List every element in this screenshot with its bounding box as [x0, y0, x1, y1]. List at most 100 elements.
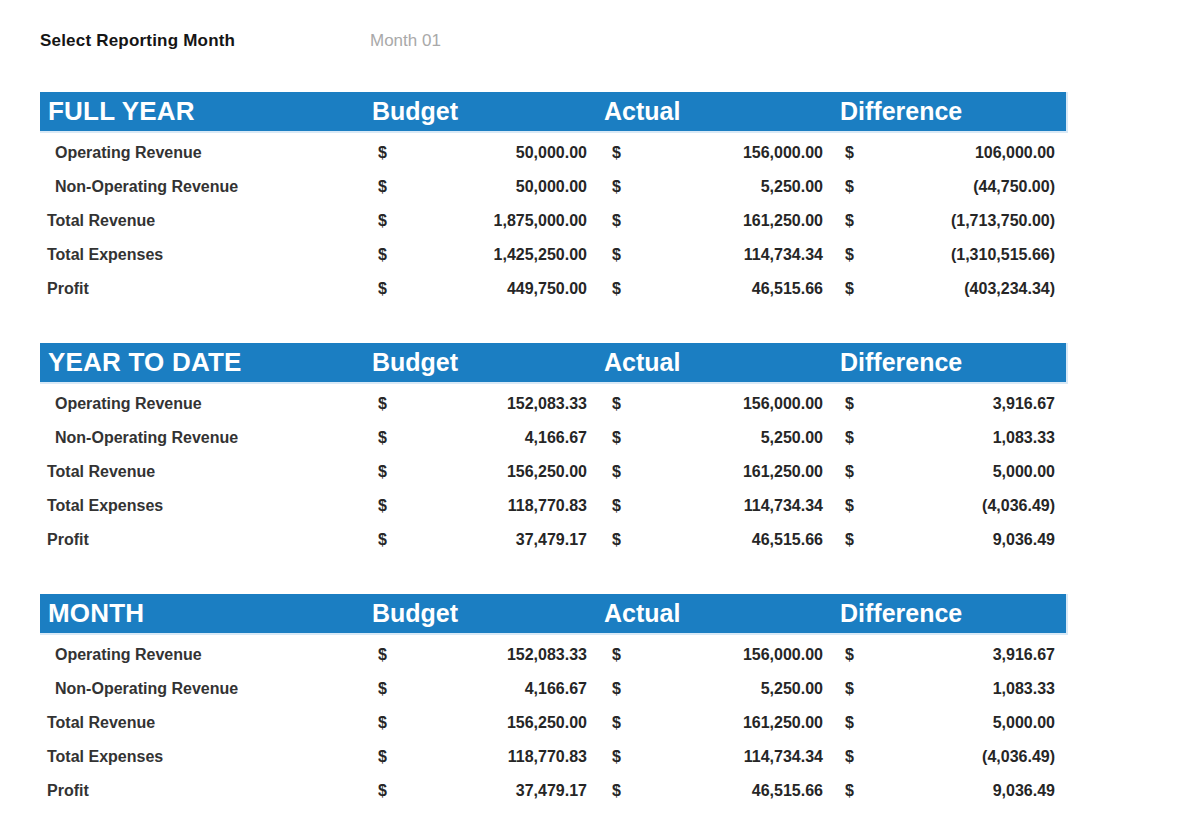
currency-symbol: $	[378, 144, 387, 162]
currency-symbol: $	[612, 782, 621, 800]
row-label: Non-Operating Revenue	[40, 680, 368, 698]
currency-symbol: $	[378, 178, 387, 196]
reporting-month-label: Select Reporting Month	[40, 31, 370, 51]
actual-value: 114,734.34	[744, 748, 823, 766]
row-label: Profit	[40, 280, 368, 298]
budget-cell: $4,166.67	[368, 429, 600, 447]
currency-symbol: $	[612, 212, 621, 230]
table-title: MONTH	[40, 598, 368, 629]
actual-cell: $46,515.66	[600, 531, 836, 549]
row-label: Operating Revenue	[40, 144, 368, 162]
budget-value: 37,479.17	[516, 531, 587, 549]
actual-value: 5,250.00	[761, 680, 823, 698]
difference-cell: $(1,310,515.66)	[836, 246, 1068, 264]
row-label: Total Expenses	[40, 246, 368, 264]
row-label: Total Revenue	[40, 212, 368, 230]
row-label: Operating Revenue	[40, 646, 368, 664]
actual-cell: $5,250.00	[600, 178, 836, 196]
column-header-budget: Budget	[368, 599, 600, 628]
table-row: Total Expenses $1,425,250.00 $114,734.34…	[40, 238, 1068, 272]
difference-cell: $(1,713,750.00)	[836, 212, 1068, 230]
currency-symbol: $	[612, 531, 621, 549]
column-header-difference: Difference	[836, 97, 1066, 126]
budget-cell: $50,000.00	[368, 178, 600, 196]
budget-cell: $37,479.17	[368, 782, 600, 800]
month-body: Operating Revenue $152,083.33 $156,000.0…	[40, 635, 1068, 808]
actual-cell: $46,515.66	[600, 782, 836, 800]
budget-cell: $152,083.33	[368, 646, 600, 664]
currency-symbol: $	[378, 714, 387, 732]
actual-cell: $114,734.34	[600, 246, 836, 264]
table-row: Total Revenue $156,250.00 $161,250.00 $5…	[40, 706, 1068, 740]
budget-cell: $449,750.00	[368, 280, 600, 298]
currency-symbol: $	[378, 395, 387, 413]
full-year-header: FULL YEAR Budget Actual Difference	[40, 92, 1068, 133]
table-row: Operating Revenue $50,000.00 $156,000.00…	[40, 136, 1068, 170]
difference-value: 5,000.00	[993, 463, 1055, 481]
table-row: Total Expenses $118,770.83 $114,734.34 $…	[40, 740, 1068, 774]
difference-value: (403,234.34)	[964, 280, 1055, 298]
table-title: YEAR TO DATE	[40, 347, 368, 378]
currency-symbol: $	[378, 212, 387, 230]
budget-cell: $118,770.83	[368, 497, 600, 515]
actual-value: 156,000.00	[743, 144, 823, 162]
currency-symbol: $	[845, 463, 854, 481]
budget-value: 1,425,250.00	[494, 246, 587, 264]
row-label: Total Expenses	[40, 748, 368, 766]
actual-cell: $161,250.00	[600, 714, 836, 732]
currency-symbol: $	[845, 497, 854, 515]
budget-cell: $1,425,250.00	[368, 246, 600, 264]
row-label: Profit	[40, 782, 368, 800]
difference-value: (44,750.00)	[973, 178, 1055, 196]
difference-cell: $1,083.33	[836, 429, 1068, 447]
difference-value: 9,036.49	[993, 531, 1055, 549]
row-label: Profit	[40, 531, 368, 549]
currency-symbol: $	[845, 714, 854, 732]
difference-value: 3,916.67	[993, 395, 1055, 413]
budget-cell: $37,479.17	[368, 531, 600, 549]
reporting-month-row: Select Reporting Month Month 01	[40, 30, 1108, 52]
difference-value: 3,916.67	[993, 646, 1055, 664]
actual-cell: $114,734.34	[600, 497, 836, 515]
full-year-table: FULL YEAR Budget Actual Difference Opera…	[40, 92, 1068, 306]
actual-value: 156,000.00	[743, 646, 823, 664]
currency-symbol: $	[378, 280, 387, 298]
difference-value: 9,036.49	[993, 782, 1055, 800]
row-label: Total Expenses	[40, 497, 368, 515]
budget-value: 4,166.67	[525, 429, 587, 447]
budget-value: 449,750.00	[507, 280, 587, 298]
currency-symbol: $	[612, 280, 621, 298]
currency-symbol: $	[378, 748, 387, 766]
currency-symbol: $	[845, 748, 854, 766]
currency-symbol: $	[845, 680, 854, 698]
difference-value: 1,083.33	[993, 680, 1055, 698]
difference-cell: $(403,234.34)	[836, 280, 1068, 298]
actual-cell: $156,000.00	[600, 646, 836, 664]
table-row: Total Revenue $156,250.00 $161,250.00 $5…	[40, 455, 1068, 489]
currency-symbol: $	[612, 497, 621, 515]
actual-value: 46,515.66	[752, 782, 823, 800]
report-sheet: Select Reporting Month Month 01 FULL YEA…	[0, 0, 1108, 808]
budget-cell: $156,250.00	[368, 463, 600, 481]
column-header-difference: Difference	[836, 348, 1066, 377]
difference-cell: $106,000.00	[836, 144, 1068, 162]
currency-symbol: $	[612, 680, 621, 698]
actual-value: 114,734.34	[744, 246, 823, 264]
currency-symbol: $	[845, 395, 854, 413]
actual-cell: $161,250.00	[600, 463, 836, 481]
budget-value: 50,000.00	[516, 178, 587, 196]
actual-value: 161,250.00	[743, 463, 823, 481]
actual-cell: $46,515.66	[600, 280, 836, 298]
table-row: Total Expenses $118,770.83 $114,734.34 $…	[40, 489, 1068, 523]
table-row: Profit $37,479.17 $46,515.66 $9,036.49	[40, 774, 1068, 808]
budget-value: 50,000.00	[516, 144, 587, 162]
reporting-month-select[interactable]: Month 01	[370, 31, 441, 51]
currency-symbol: $	[845, 178, 854, 196]
row-label: Total Revenue	[40, 714, 368, 732]
table-row: Non-Operating Revenue $4,166.67 $5,250.0…	[40, 672, 1068, 706]
budget-value: 152,083.33	[507, 646, 587, 664]
table-row: Profit $449,750.00 $46,515.66 $(403,234.…	[40, 272, 1068, 306]
currency-symbol: $	[845, 646, 854, 664]
difference-value: (1,310,515.66)	[951, 246, 1055, 264]
table-row: Non-Operating Revenue $50,000.00 $5,250.…	[40, 170, 1068, 204]
